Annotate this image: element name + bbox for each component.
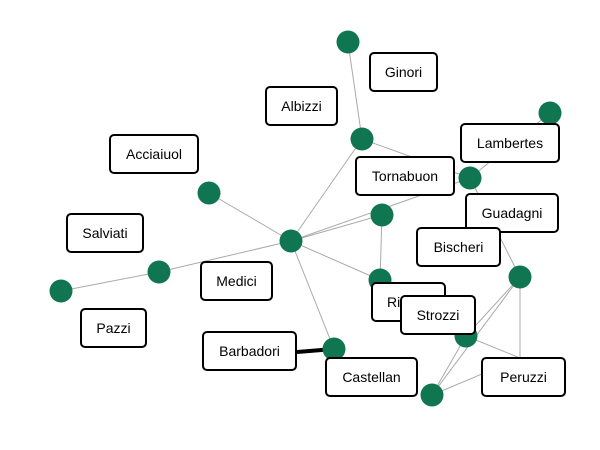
label-pazzi[interactable]: Pazzi [80, 308, 147, 348]
node-medici[interactable] [279, 229, 303, 253]
edge-medici-pazzi-dot [158, 240, 292, 273]
edge-medici-ridolfi [290, 240, 381, 281]
label-medici[interactable]: Medici [200, 261, 273, 301]
node-salviati[interactable] [49, 279, 73, 303]
label-acciaiuol[interactable]: Acciaiuol [109, 134, 199, 174]
label-tornabuon[interactable]: Tornabuon [355, 156, 455, 196]
node-barbadori[interactable] [322, 337, 346, 361]
label-castellan[interactable]: Castellan [325, 357, 418, 397]
node-layer [49, 30, 562, 407]
label-ginori[interactable]: Ginori [369, 52, 438, 92]
label-guadagni[interactable]: Guadagni [465, 193, 559, 233]
label-bischeri[interactable]: Bischeri [416, 227, 501, 267]
node-acciaiuol[interactable] [197, 181, 221, 205]
node-lambertes[interactable] [538, 101, 562, 125]
edge-acciaiuol-medici [208, 192, 292, 242]
edge-pazzi-dot-salviati [60, 271, 160, 292]
edge-medici-salviati-dot [290, 214, 383, 242]
node-castellan[interactable] [420, 383, 444, 407]
node-ginori[interactable] [336, 30, 360, 54]
edge-albizzi-medici [290, 138, 363, 242]
label-salviati[interactable]: Salviati [66, 213, 144, 253]
label-peruzzi[interactable]: Peruzzi [481, 357, 566, 397]
label-lambertes[interactable]: Lambertes [460, 123, 560, 163]
edge-ginori-albizzi [347, 41, 363, 140]
edge-medici-barbadori [290, 240, 335, 350]
label-barbadori[interactable]: Barbadori [202, 331, 297, 371]
node-guadagni[interactable] [508, 265, 532, 289]
node-tornabuon[interactable] [458, 166, 482, 190]
node-salviati-dot[interactable] [370, 203, 394, 227]
node-albizzi[interactable] [350, 127, 374, 151]
label-albizzi[interactable]: Albizzi [265, 86, 338, 126]
node-pazzi-dot[interactable] [147, 260, 171, 284]
label-strozzi[interactable]: Strozzi [400, 295, 476, 335]
